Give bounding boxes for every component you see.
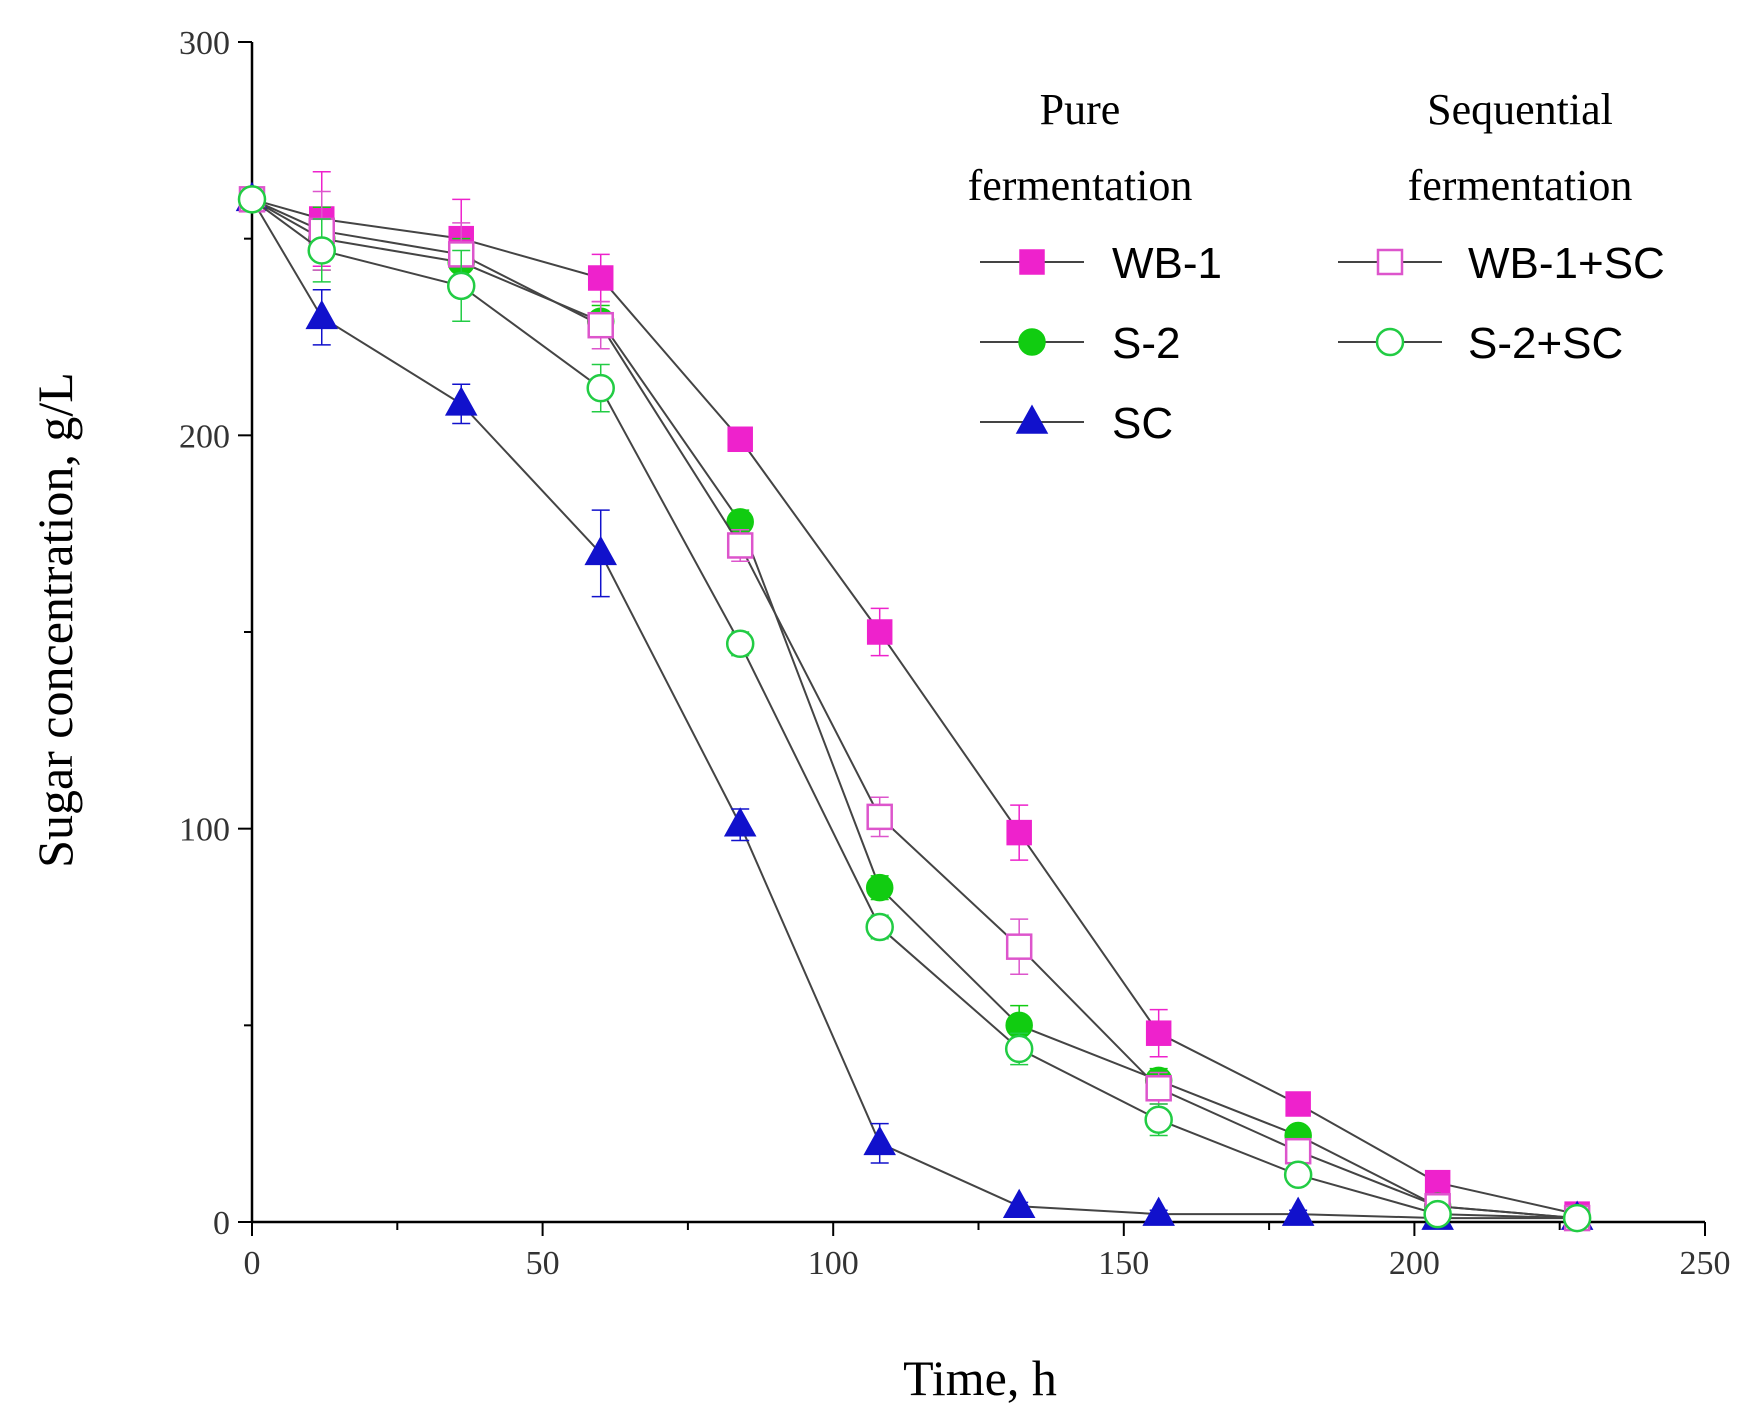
data-point-sc	[723, 807, 757, 837]
legend-label-s-2: S-2	[1112, 319, 1180, 368]
x-tick-label: 0	[244, 1245, 261, 1282]
data-point-s-2	[865, 873, 894, 902]
data-point-sc	[444, 386, 478, 416]
legend: Pure fermentation Sequential fermentatio…	[968, 85, 1665, 448]
legend-marker-s-2-sc	[1375, 327, 1405, 357]
data-point-wb-1-sc	[1005, 933, 1033, 960]
series-line-s-2-sc	[251, 198, 1578, 1220]
y-tick-label: 300	[179, 25, 230, 62]
series-s-2-sc	[237, 185, 1592, 1233]
x-tick-label: 200	[1389, 1245, 1440, 1282]
legend-item-sc: SC	[980, 399, 1173, 448]
data-point-s-2-sc	[865, 912, 894, 942]
data-point-s-2-sc	[586, 373, 615, 403]
x-tick-label: 150	[1098, 1245, 1149, 1282]
data-point-s-2-sc	[307, 236, 336, 265]
y-tick-label: 200	[179, 418, 230, 455]
series-line-wb-1-sc	[251, 198, 1578, 1220]
series-layer	[235, 171, 1594, 1233]
legend-marker-wb-1-sc	[1376, 248, 1404, 276]
data-point-s-2-sc	[1144, 1105, 1173, 1134]
data-point-sc	[1002, 1188, 1036, 1219]
data-point-s-2-sc	[725, 629, 755, 659]
data-point-s-2-sc	[1423, 1199, 1452, 1229]
legend-item-wb-1: WB-1	[980, 239, 1222, 288]
legend-item-wb-1-sc: WB-1+SC	[1338, 239, 1665, 288]
data-point-sc	[1142, 1196, 1175, 1226]
legend-marker-sc	[1015, 404, 1049, 434]
series-line-wb-1	[251, 198, 1578, 1216]
data-point-wb-1	[1424, 1169, 1451, 1196]
legend-label-wb-1-sc: WB-1+SC	[1468, 239, 1665, 288]
data-point-s-2-sc	[446, 271, 476, 301]
data-point-s-2-sc	[1562, 1203, 1592, 1233]
legend-header-pure-line2: fermentation	[968, 161, 1193, 210]
legend-marker-s-2	[1018, 328, 1046, 356]
data-point-wb-1-sc	[1284, 1137, 1312, 1165]
x-tick-label: 100	[808, 1245, 859, 1282]
legend-label-sc: SC	[1112, 399, 1173, 448]
data-point-wb-1	[1285, 1091, 1311, 1117]
data-point-sc	[305, 299, 339, 330]
data-point-s-2-sc	[1004, 1034, 1034, 1064]
data-point-wb-1-sc	[726, 532, 754, 559]
legend-label-s-2-sc: S-2+SC	[1468, 319, 1623, 368]
legend-item-s-2-sc: S-2+SC	[1338, 319, 1623, 368]
data-point-s-2-sc	[1283, 1160, 1313, 1190]
data-point-wb-1	[727, 426, 753, 453]
series-line-sc	[251, 198, 1578, 1220]
legend-header-sequential-line2: fermentation	[1408, 161, 1633, 210]
legend-item-s-2: S-2	[980, 319, 1180, 368]
y-tick-label: 0	[213, 1205, 230, 1242]
legend-label-wb-1: WB-1	[1112, 239, 1222, 288]
data-point-s-2-sc	[237, 185, 267, 214]
x-tick-label: 250	[1680, 1245, 1731, 1282]
legend-marker-wb-1	[1019, 249, 1045, 275]
y-tick-label: 100	[179, 812, 230, 849]
data-point-wb-1-sc	[587, 311, 614, 339]
legend-header-pure-line1: Pure	[1040, 85, 1121, 134]
data-point-wb-1	[866, 619, 893, 645]
y-axis-title: Sugar concentration, g/L	[27, 372, 83, 868]
data-point-sc	[584, 535, 617, 566]
data-point-wb-1-sc	[866, 803, 893, 831]
data-point-sc	[1281, 1196, 1315, 1226]
data-point-wb-1	[1006, 819, 1032, 846]
series-line-s-2	[251, 198, 1578, 1220]
axes: 0 50 100 150 200 250 0 100 200 300	[179, 25, 1731, 1282]
x-axis-title: Time, h	[903, 1350, 1057, 1406]
data-point-wb-1	[1145, 1020, 1172, 1046]
data-point-sc	[863, 1125, 896, 1156]
data-point-wb-1	[587, 265, 614, 291]
data-point-wb-1-sc	[1145, 1075, 1172, 1102]
x-tick-label: 50	[526, 1245, 560, 1282]
legend-header-sequential-line1: Sequential	[1427, 85, 1613, 134]
